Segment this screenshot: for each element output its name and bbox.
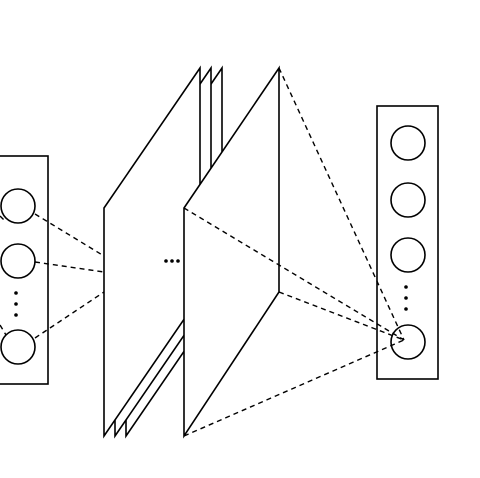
input-node: [0, 243, 36, 279]
output-column: [376, 105, 439, 380]
input-node: [0, 188, 36, 224]
output-node: [390, 182, 426, 218]
input-node: [0, 329, 36, 365]
map-to-output-connections: [183, 67, 405, 437]
input-column-frame: [0, 155, 49, 385]
input-column: [0, 155, 49, 385]
maps-horizontal-ellipsis: [164, 259, 180, 263]
input-vertical-ellipsis: [14, 291, 18, 317]
output-node: [390, 237, 426, 273]
output-column-frame: [376, 105, 439, 380]
output-node-target: [390, 324, 426, 360]
input-stray-dashes: [0, 215, 7, 336]
output-node: [390, 125, 426, 161]
output-vertical-ellipsis: [404, 285, 408, 311]
input-to-map-connections: [34, 213, 105, 339]
